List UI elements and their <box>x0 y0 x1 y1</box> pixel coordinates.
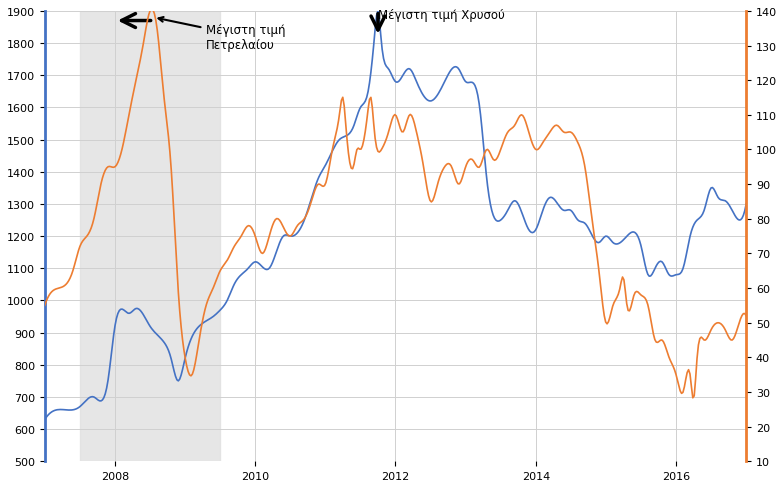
Text: Μέγιστη τιμή Χρυσού: Μέγιστη τιμή Χρυσού <box>378 8 505 21</box>
Text: Μέγιστη τιμή
Πετρελαίου: Μέγιστη τιμή Πετρελαίου <box>158 18 285 52</box>
Bar <box>80 12 220 461</box>
